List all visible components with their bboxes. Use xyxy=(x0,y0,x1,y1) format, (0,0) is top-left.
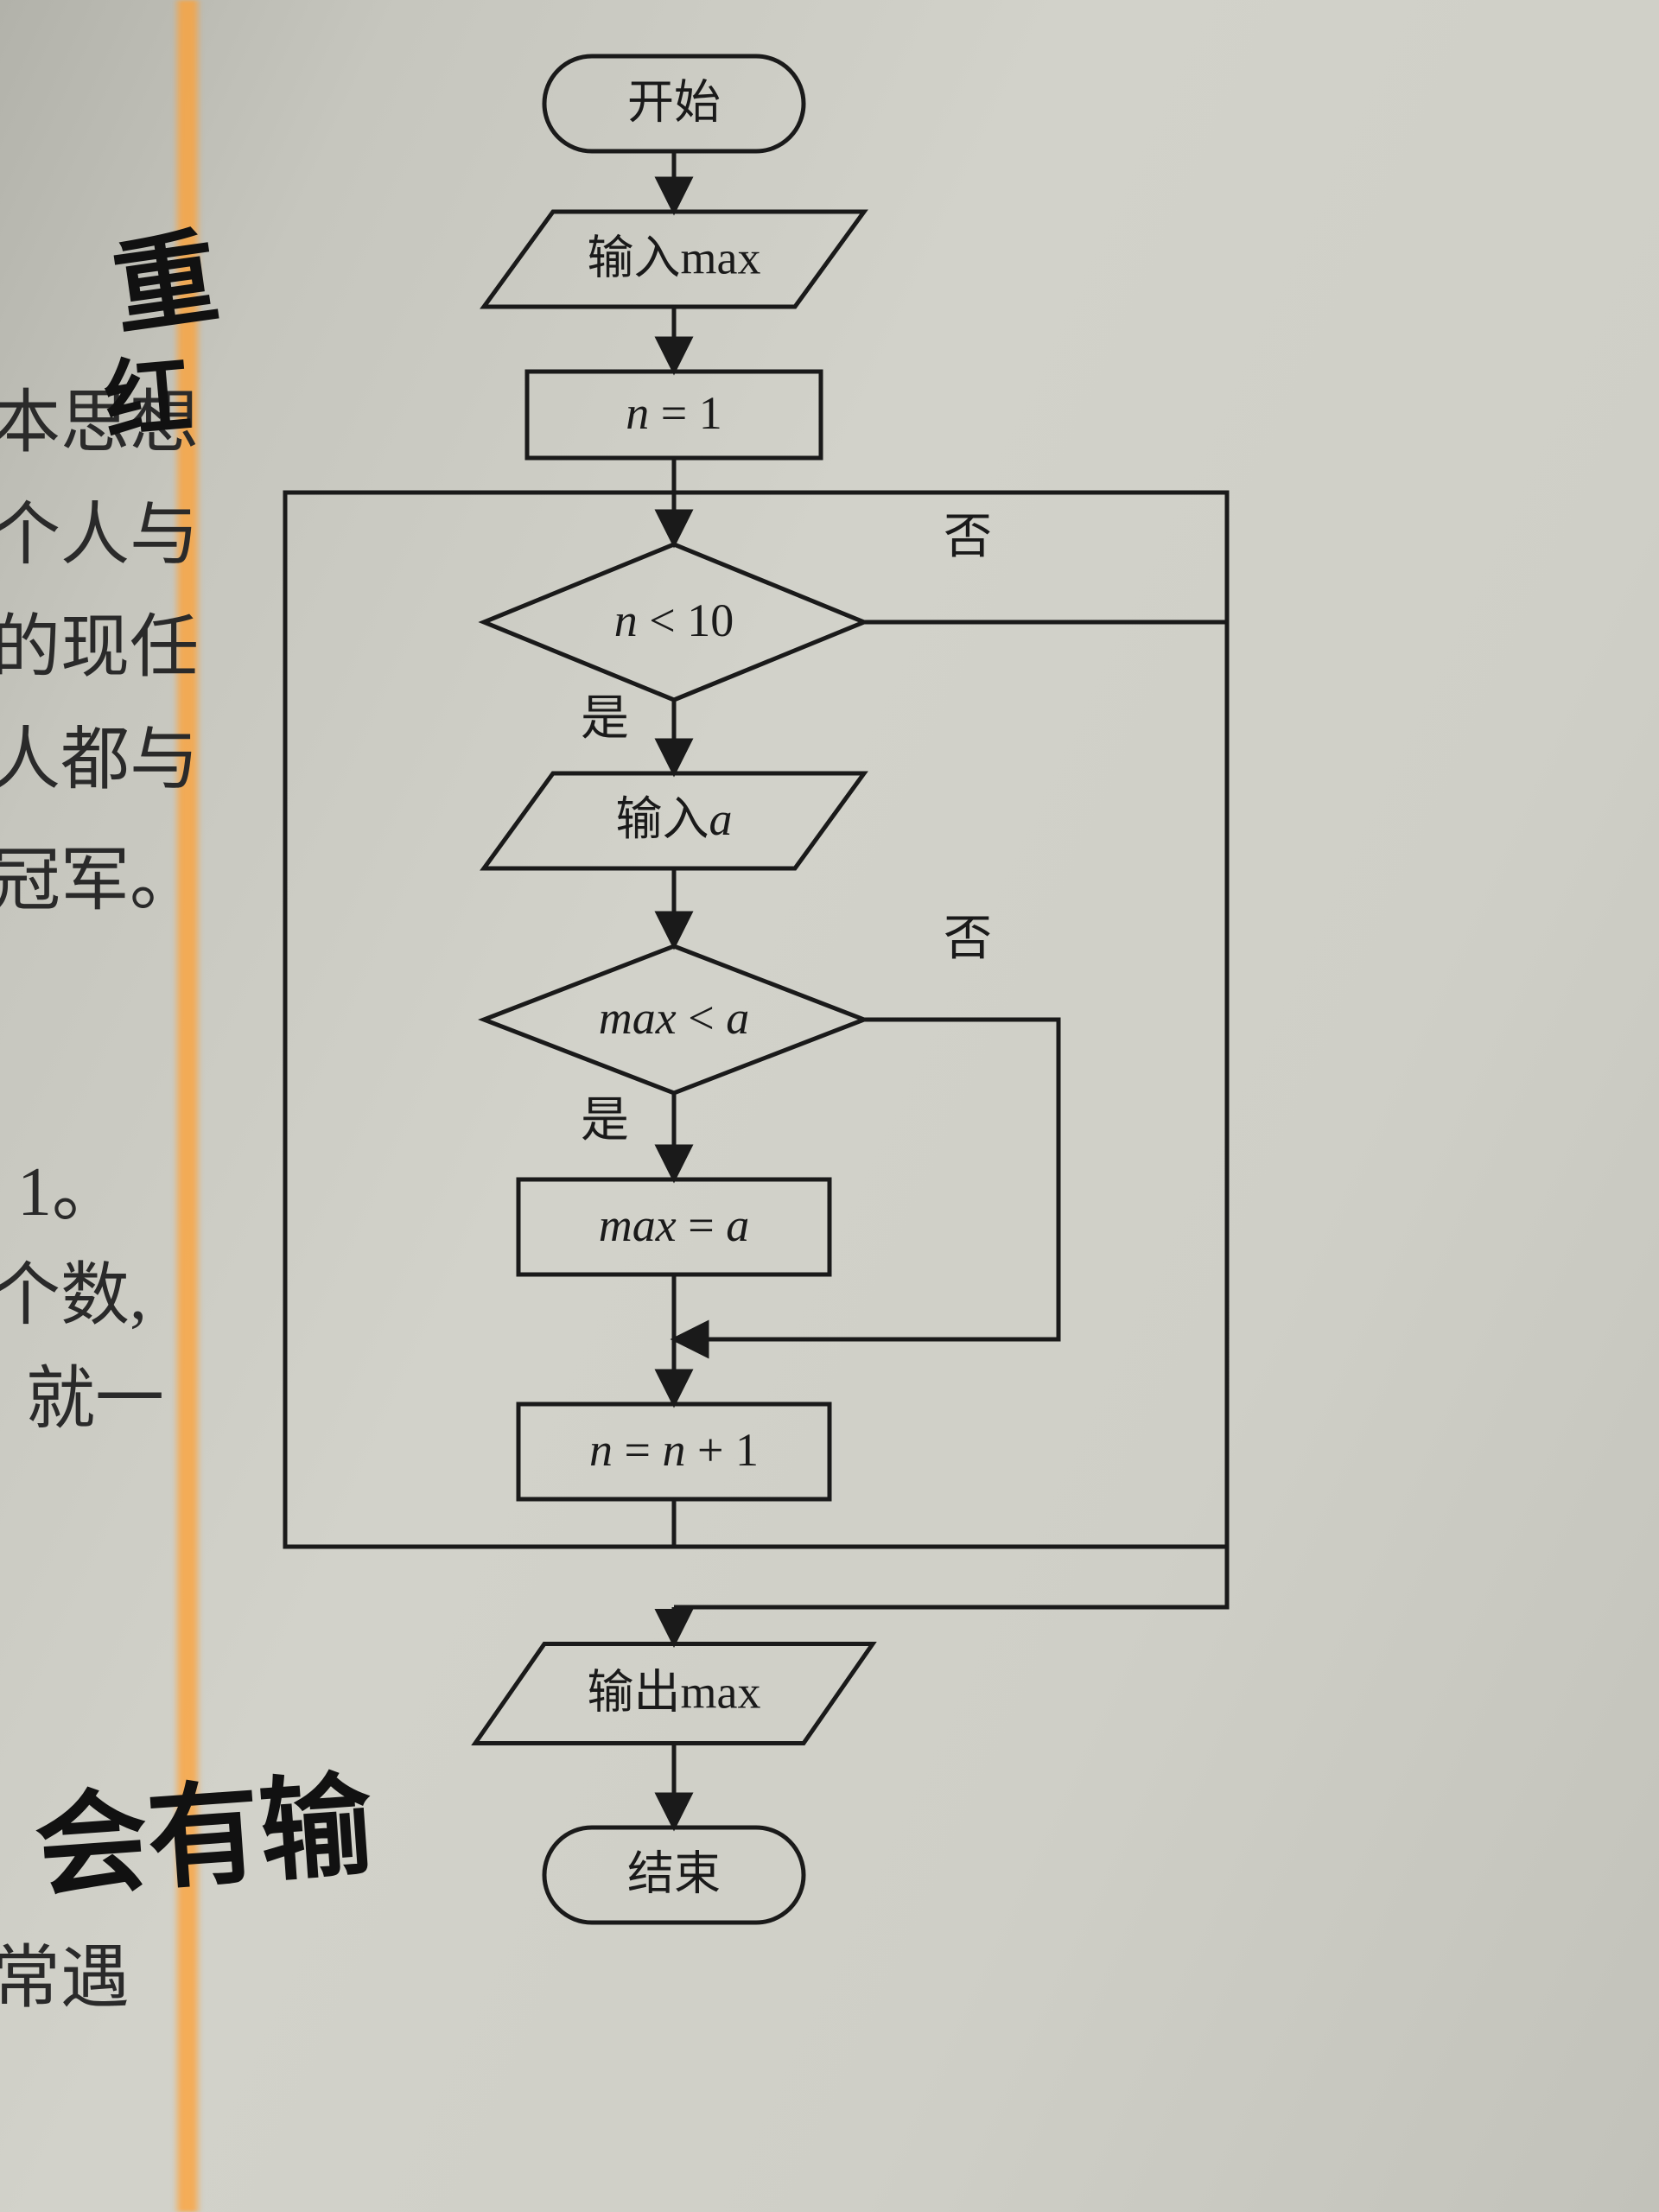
svg-text:max = a: max = a xyxy=(599,1199,749,1251)
svg-text:是: 是 xyxy=(581,692,629,746)
svg-text:结束: 结束 xyxy=(627,1847,721,1899)
svg-text:开始: 开始 xyxy=(627,76,721,128)
svg-text:n < 10: n < 10 xyxy=(614,594,734,646)
svg-text:否: 否 xyxy=(944,511,992,564)
flowchart: 开始输入max n = 1 n < 10 输入a max < a max = a n = n… xyxy=(0,0,1659,2212)
svg-text:输入a: 输入a xyxy=(616,793,733,845)
svg-text:n = n + 1: n = n + 1 xyxy=(589,1424,759,1476)
figure-caption: 图 4.5 求最大值的算法流程图 xyxy=(372,2143,1347,2212)
svg-text:否: 否 xyxy=(944,912,992,966)
svg-text:max < a: max < a xyxy=(599,992,749,1044)
svg-text:是: 是 xyxy=(581,1094,629,1147)
svg-text:n = 1: n = 1 xyxy=(626,387,721,439)
svg-text:输出max: 输出max xyxy=(588,1666,761,1718)
svg-text:输入max: 输入max xyxy=(588,232,761,283)
